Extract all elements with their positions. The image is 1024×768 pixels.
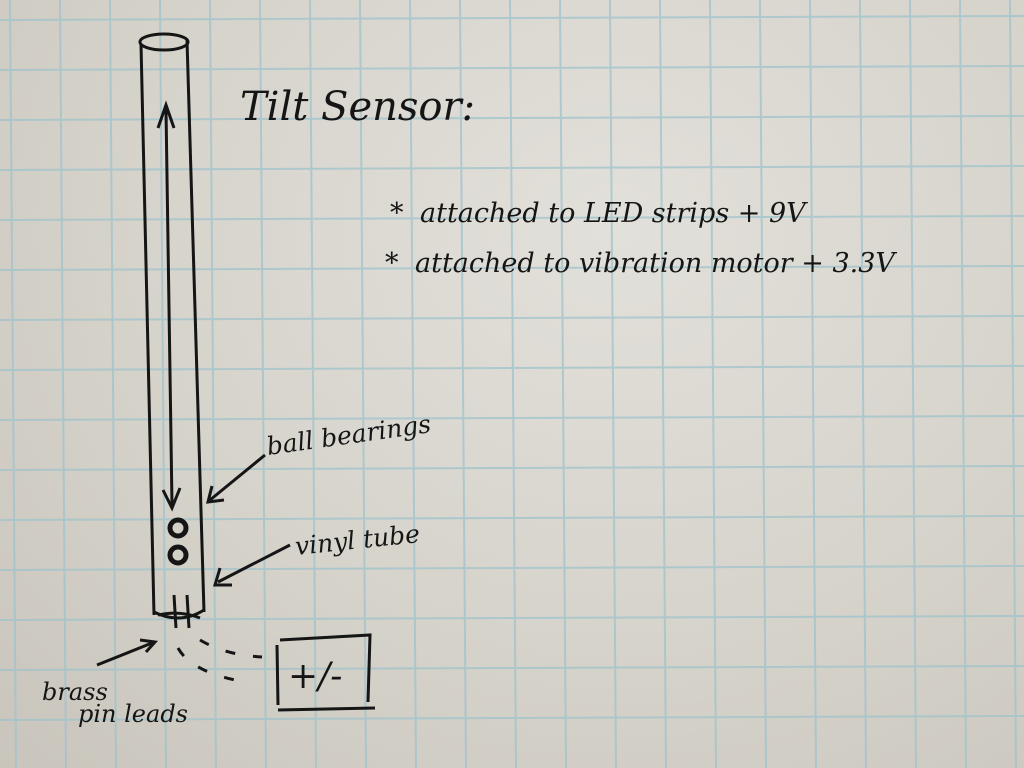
- note-led: attached to LED strips + 9V: [420, 198, 808, 229]
- grid-line: [0, 65, 1024, 71]
- grid-line: [0, 465, 1024, 471]
- ball-bearings: [167, 517, 189, 566]
- grid-line: [259, 0, 267, 768]
- label-brass: brass: [42, 678, 108, 706]
- grid-line: [59, 0, 67, 768]
- note-bullet: *: [385, 248, 399, 279]
- grid-line: [709, 0, 717, 768]
- label-ball-bearings: ball bearings: [265, 409, 433, 461]
- grid-line: [459, 0, 467, 768]
- grid-line: [909, 0, 917, 768]
- double-arrow: [156, 100, 182, 512]
- grid-line: [109, 0, 117, 768]
- grid-line: [0, 515, 1024, 521]
- title: Tilt Sensor:: [240, 84, 475, 130]
- grid-line: [309, 0, 317, 768]
- grid-line: [1009, 0, 1017, 768]
- grid-line: [559, 0, 567, 768]
- note-motor: attached to vibration motor + 3.3V: [415, 248, 897, 279]
- label-vinyl-tube: vinyl tube: [294, 519, 422, 561]
- note-bullet: *: [390, 198, 404, 229]
- grid-line: [0, 115, 1024, 121]
- grid-line: [0, 665, 1024, 671]
- grid-line: [759, 0, 767, 768]
- grid-line: [0, 565, 1024, 571]
- grid-line: [209, 0, 217, 768]
- grid-line: [9, 0, 17, 768]
- label-power: +/-: [288, 656, 342, 697]
- grid-line: [359, 0, 367, 768]
- dashed-wires: [176, 638, 263, 682]
- grid-line: [0, 415, 1024, 421]
- grid-line: [509, 0, 517, 768]
- label-pin-leads: pin leads: [78, 700, 188, 728]
- grid-line: [0, 615, 1024, 621]
- grid-line: [409, 0, 417, 768]
- grid-line: [859, 0, 867, 768]
- grid-line: [0, 215, 1024, 221]
- grid-line: [659, 0, 667, 768]
- pointer-arrows: [96, 453, 291, 667]
- grid-line: [609, 0, 617, 768]
- grid-line: [959, 0, 967, 768]
- grid-line: [159, 0, 167, 768]
- grid-line: [0, 165, 1024, 171]
- grid-line: [0, 715, 1024, 721]
- grid-line: [0, 15, 1024, 21]
- grid-line: [809, 0, 817, 768]
- grid-line: [0, 265, 1024, 271]
- brass-pin-leads: [157, 594, 201, 629]
- power-box: [275, 633, 376, 712]
